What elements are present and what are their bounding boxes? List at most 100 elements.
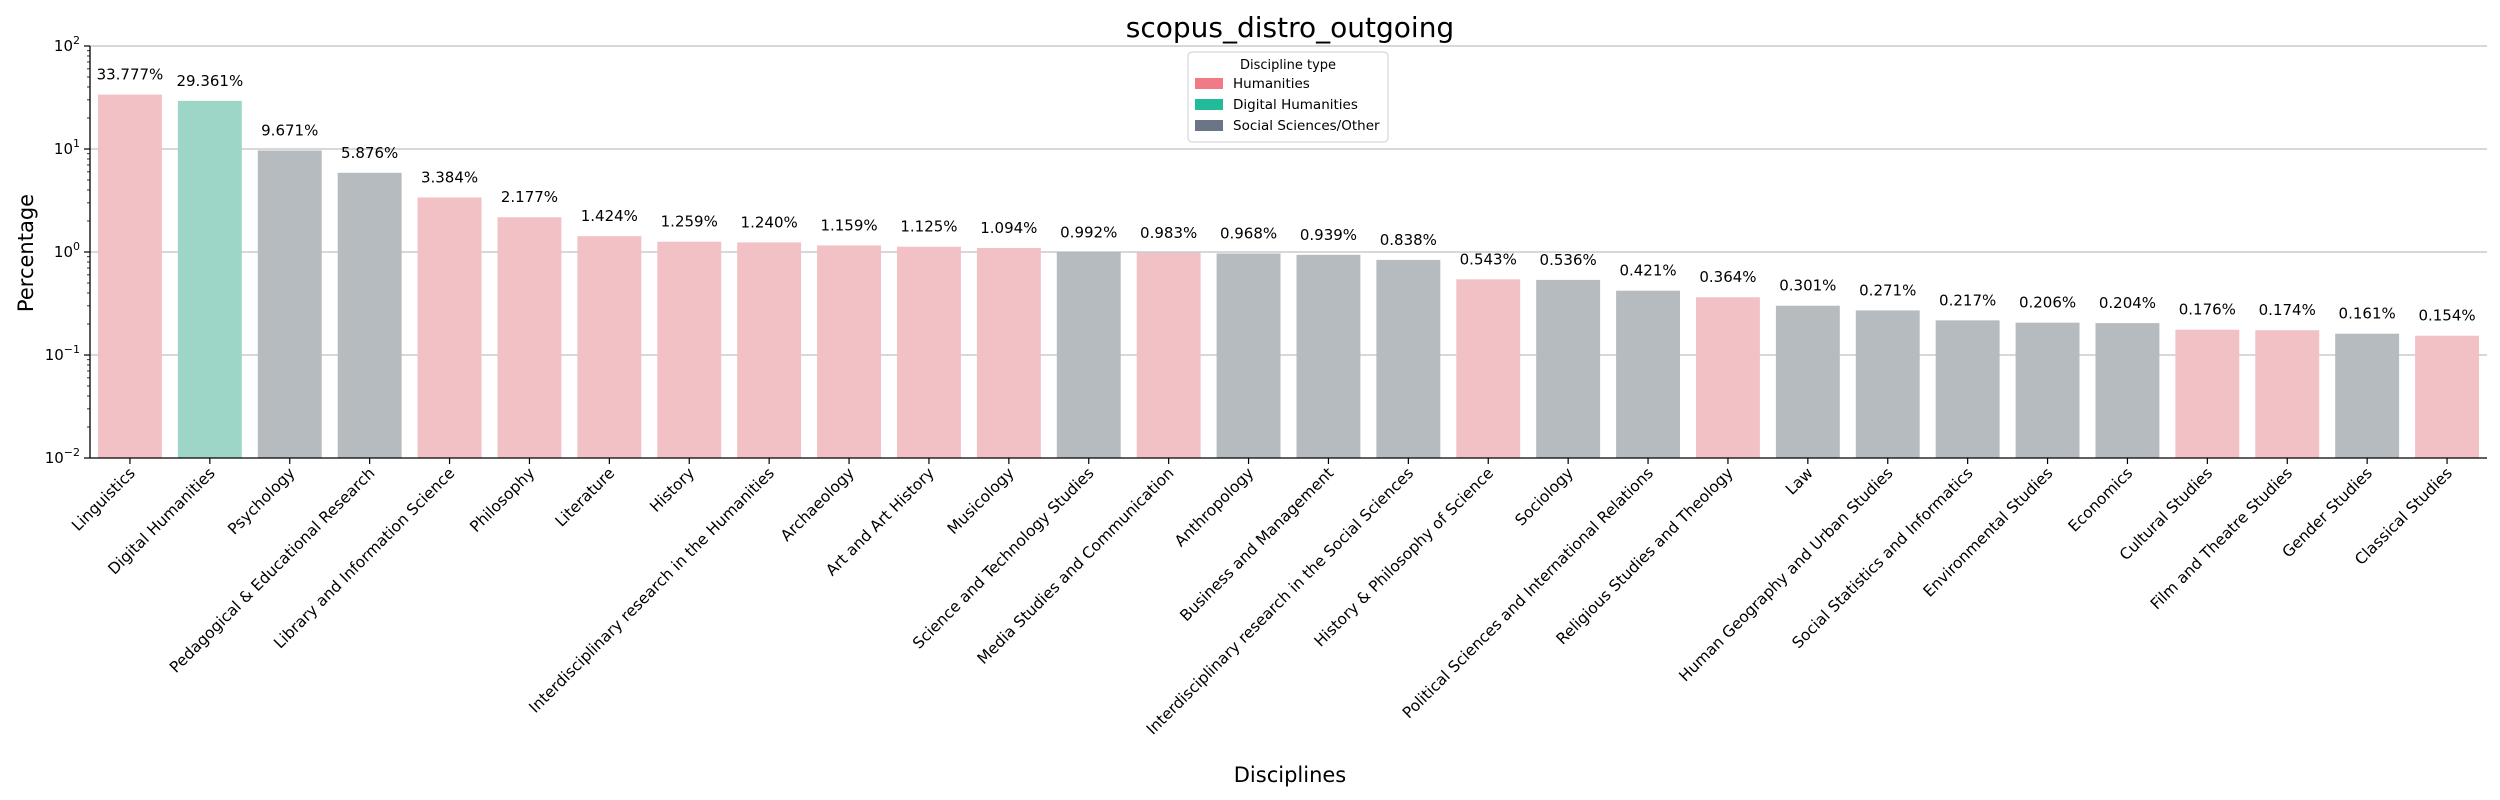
x-tick-label: Environmental Studies bbox=[1920, 464, 2057, 601]
data-label: 0.176% bbox=[2179, 301, 2236, 319]
bar bbox=[497, 217, 562, 458]
x-tick-label: Archaeology bbox=[777, 464, 858, 545]
data-label: 1.125% bbox=[900, 218, 957, 236]
x-tick-label: Psychology bbox=[224, 464, 298, 538]
data-label: 9.671% bbox=[261, 121, 318, 139]
bars bbox=[97, 94, 2480, 458]
bar bbox=[1695, 297, 1760, 458]
data-label: 0.536% bbox=[1540, 251, 1597, 269]
bar bbox=[976, 247, 1041, 458]
data-label: 0.301% bbox=[1779, 277, 1836, 295]
data-label: 0.364% bbox=[1699, 268, 1756, 286]
legend-swatch bbox=[1195, 120, 1223, 131]
bar bbox=[1136, 252, 1201, 458]
legend-title: Discipline type bbox=[1240, 58, 1336, 73]
data-label: 2.177% bbox=[501, 188, 558, 206]
bar bbox=[97, 94, 162, 458]
bar bbox=[2095, 323, 2160, 458]
legend-label: Digital Humanities bbox=[1233, 97, 1358, 113]
y-tick-label: 10−2 bbox=[45, 446, 80, 467]
x-tick-label: Anthropology bbox=[1171, 464, 1257, 550]
bar bbox=[737, 242, 802, 458]
data-labels: 33.777% 29.361% 9.671% 5.876% 3.384% 2.177% 1.… bbox=[97, 66, 2476, 325]
x-tick-label: Sociology bbox=[1512, 464, 1577, 529]
bar bbox=[2415, 335, 2480, 458]
bar bbox=[2175, 329, 2240, 458]
data-label: 0.421% bbox=[1619, 262, 1676, 280]
y-tick-label: 100 bbox=[54, 240, 80, 261]
data-label: 3.384% bbox=[421, 168, 478, 186]
legend-swatch bbox=[1195, 99, 1223, 110]
bar bbox=[337, 172, 402, 458]
x-tick-label: Interdisciplinary research in the Social… bbox=[1143, 464, 1417, 738]
bar bbox=[2015, 322, 2080, 458]
data-label: 33.777% bbox=[97, 66, 164, 84]
bar bbox=[1056, 252, 1121, 458]
data-label: 1.424% bbox=[581, 207, 638, 225]
data-label: 0.206% bbox=[2019, 294, 2076, 312]
data-label: 0.543% bbox=[1460, 250, 1517, 268]
x-tick-label: Film and Theatre Studies bbox=[2147, 464, 2296, 613]
bar bbox=[817, 245, 882, 458]
chart-title: scopus_distro_outgoing bbox=[1126, 11, 1454, 44]
bar bbox=[417, 197, 482, 458]
data-label: 0.154% bbox=[2418, 307, 2475, 325]
bar bbox=[1935, 320, 2000, 458]
legend-label: Social Sciences/Other bbox=[1233, 118, 1380, 134]
x-tick-label: Social Statistics and Informatics bbox=[1789, 464, 1977, 652]
x-tick-label: Religious Studies and Theology bbox=[1553, 464, 1737, 648]
x-tick-label: Linguistics bbox=[68, 464, 139, 535]
x-tick-label: Law bbox=[1782, 464, 1817, 499]
y-tick-label: 10−1 bbox=[45, 343, 80, 364]
bar bbox=[1855, 310, 1920, 458]
legend: Discipline type Humanities Digital Humani… bbox=[1187, 51, 1389, 143]
x-tick-label: Library and Information Science bbox=[270, 464, 458, 652]
x-tick-label: Musicology bbox=[944, 464, 1018, 538]
data-label: 5.876% bbox=[341, 144, 398, 162]
x-tick-label: Philosophy bbox=[466, 464, 538, 536]
x-tick-label: Business and Management bbox=[1176, 464, 1337, 625]
bar bbox=[1376, 259, 1441, 458]
bar bbox=[257, 150, 322, 458]
gridlines bbox=[90, 45, 2487, 356]
bar bbox=[1456, 279, 1521, 458]
data-label: 0.968% bbox=[1220, 224, 1277, 242]
x-axis-title: Disciplines bbox=[1234, 763, 1347, 787]
data-label: 1.094% bbox=[980, 219, 1037, 237]
data-label: 0.939% bbox=[1300, 226, 1357, 244]
data-label: 0.174% bbox=[2259, 301, 2316, 319]
bar bbox=[2255, 330, 2320, 458]
bar bbox=[657, 241, 722, 458]
x-tick-label: History & Philosophy of Science bbox=[1311, 464, 1497, 650]
x-tick-label: History bbox=[646, 464, 698, 516]
data-label: 0.992% bbox=[1060, 223, 1117, 241]
bar bbox=[1216, 253, 1281, 458]
legend-frame bbox=[1187, 51, 1389, 143]
bar bbox=[896, 246, 961, 458]
bar bbox=[2335, 333, 2400, 458]
y-axis-ticks: 10−2 10−1 100 101 102 bbox=[45, 34, 90, 467]
bar bbox=[177, 100, 242, 458]
data-label: 0.161% bbox=[2339, 305, 2396, 323]
y-axis-title: Percentage bbox=[14, 194, 38, 312]
legend-swatch bbox=[1195, 78, 1223, 89]
data-label: 1.159% bbox=[820, 216, 877, 234]
x-tick-label: Economics bbox=[2065, 464, 2136, 535]
data-label: 0.271% bbox=[1859, 281, 1916, 299]
y-tick-label: 102 bbox=[54, 34, 80, 55]
legend-label: Humanities bbox=[1233, 76, 1310, 92]
bar bbox=[1296, 254, 1361, 458]
bar bbox=[1536, 279, 1601, 458]
data-label: 29.361% bbox=[176, 72, 243, 90]
data-label: 1.240% bbox=[741, 213, 798, 231]
data-label: 0.204% bbox=[2099, 294, 2156, 312]
data-label: 0.217% bbox=[1939, 291, 1996, 309]
y-tick-label: 101 bbox=[54, 137, 80, 158]
data-label: 1.259% bbox=[661, 213, 718, 231]
data-label: 0.838% bbox=[1380, 231, 1437, 249]
bar bbox=[1775, 305, 1840, 458]
bar bbox=[577, 236, 642, 458]
bar bbox=[1616, 290, 1681, 458]
